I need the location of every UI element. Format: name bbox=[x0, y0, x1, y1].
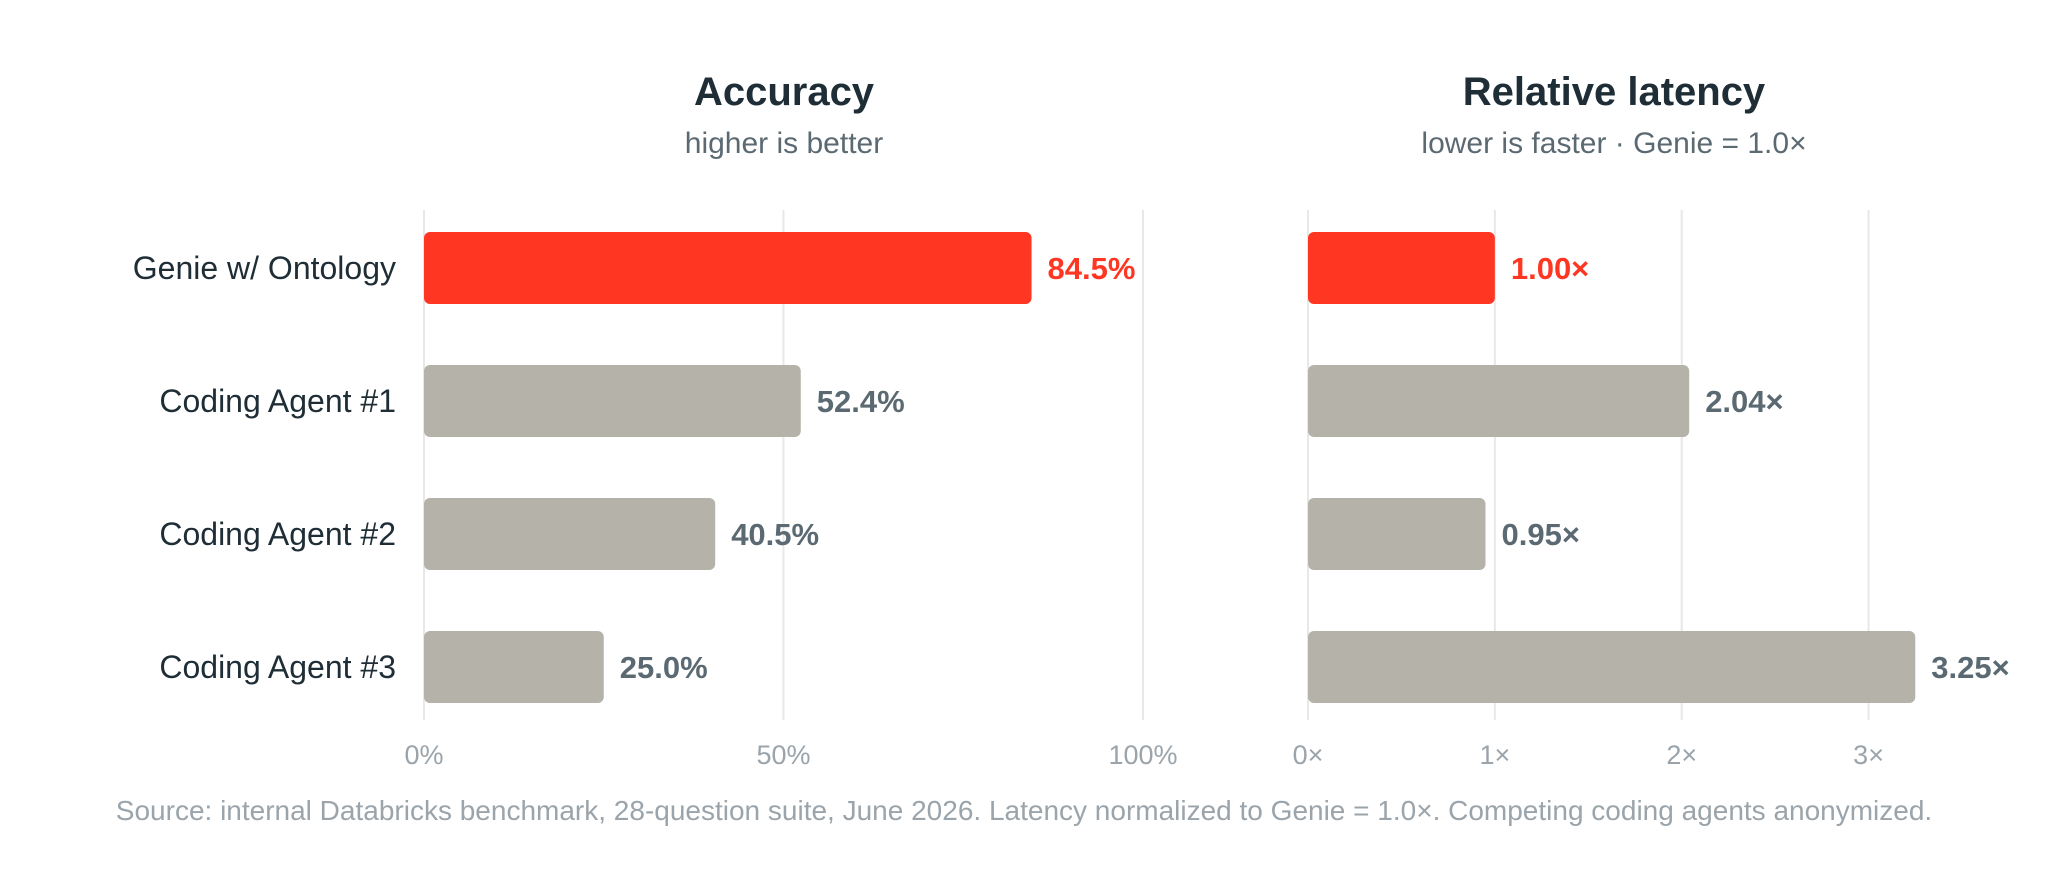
latency-title: Relative latency bbox=[1463, 70, 1766, 114]
latency-tick-label: 0× bbox=[1293, 740, 1324, 770]
latency-value-label: 0.95× bbox=[1502, 517, 1580, 552]
accuracy-value-label: 25.0% bbox=[620, 650, 708, 685]
category-label: Coding Agent #1 bbox=[159, 383, 396, 419]
latency-bar bbox=[1308, 498, 1486, 570]
latency-value-label: 1.00× bbox=[1511, 251, 1589, 286]
accuracy-value-label: 52.4% bbox=[817, 384, 905, 419]
source-note: Source: internal Databricks benchmark, 2… bbox=[115, 795, 1933, 826]
accuracy-title: Accuracy bbox=[694, 70, 875, 114]
accuracy-tick-label: 50% bbox=[756, 740, 810, 770]
category-label: Genie w/ Ontology bbox=[133, 250, 396, 286]
latency-bar bbox=[1308, 365, 1690, 437]
accuracy-panel: Accuracy higher is better 0% 50% 100% 84.5%… bbox=[404, 70, 1177, 770]
accuracy-bar bbox=[424, 365, 801, 437]
latency-tick-label: 1× bbox=[1479, 740, 1510, 770]
latency-bar bbox=[1308, 232, 1495, 304]
latency-value-label: 2.04× bbox=[1705, 384, 1783, 419]
accuracy-value-label: 84.5% bbox=[1048, 251, 1136, 286]
accuracy-tick-label: 0% bbox=[404, 740, 443, 770]
latency-tick-label: 2× bbox=[1666, 740, 1697, 770]
latency-tick-label: 3× bbox=[1853, 740, 1884, 770]
accuracy-tick-label: 100% bbox=[1108, 740, 1177, 770]
category-label: Coding Agent #3 bbox=[159, 649, 396, 685]
latency-bar bbox=[1308, 631, 1916, 703]
category-labels: Genie w/ Ontology Coding Agent #1 Coding A… bbox=[133, 250, 396, 685]
latency-subtitle: lower is faster · Genie = 1.0× bbox=[1421, 127, 1806, 160]
accuracy-subtitle: higher is better bbox=[685, 127, 883, 160]
accuracy-value-label: 40.5% bbox=[731, 517, 819, 552]
category-label: Coding Agent #2 bbox=[159, 516, 396, 552]
accuracy-bar bbox=[424, 498, 716, 570]
accuracy-bar bbox=[424, 232, 1032, 304]
accuracy-bar bbox=[424, 631, 604, 703]
latency-value-label: 3.25× bbox=[1931, 650, 2009, 685]
latency-panel: Relative latency lower is faster · Genie… bbox=[1293, 70, 2010, 770]
